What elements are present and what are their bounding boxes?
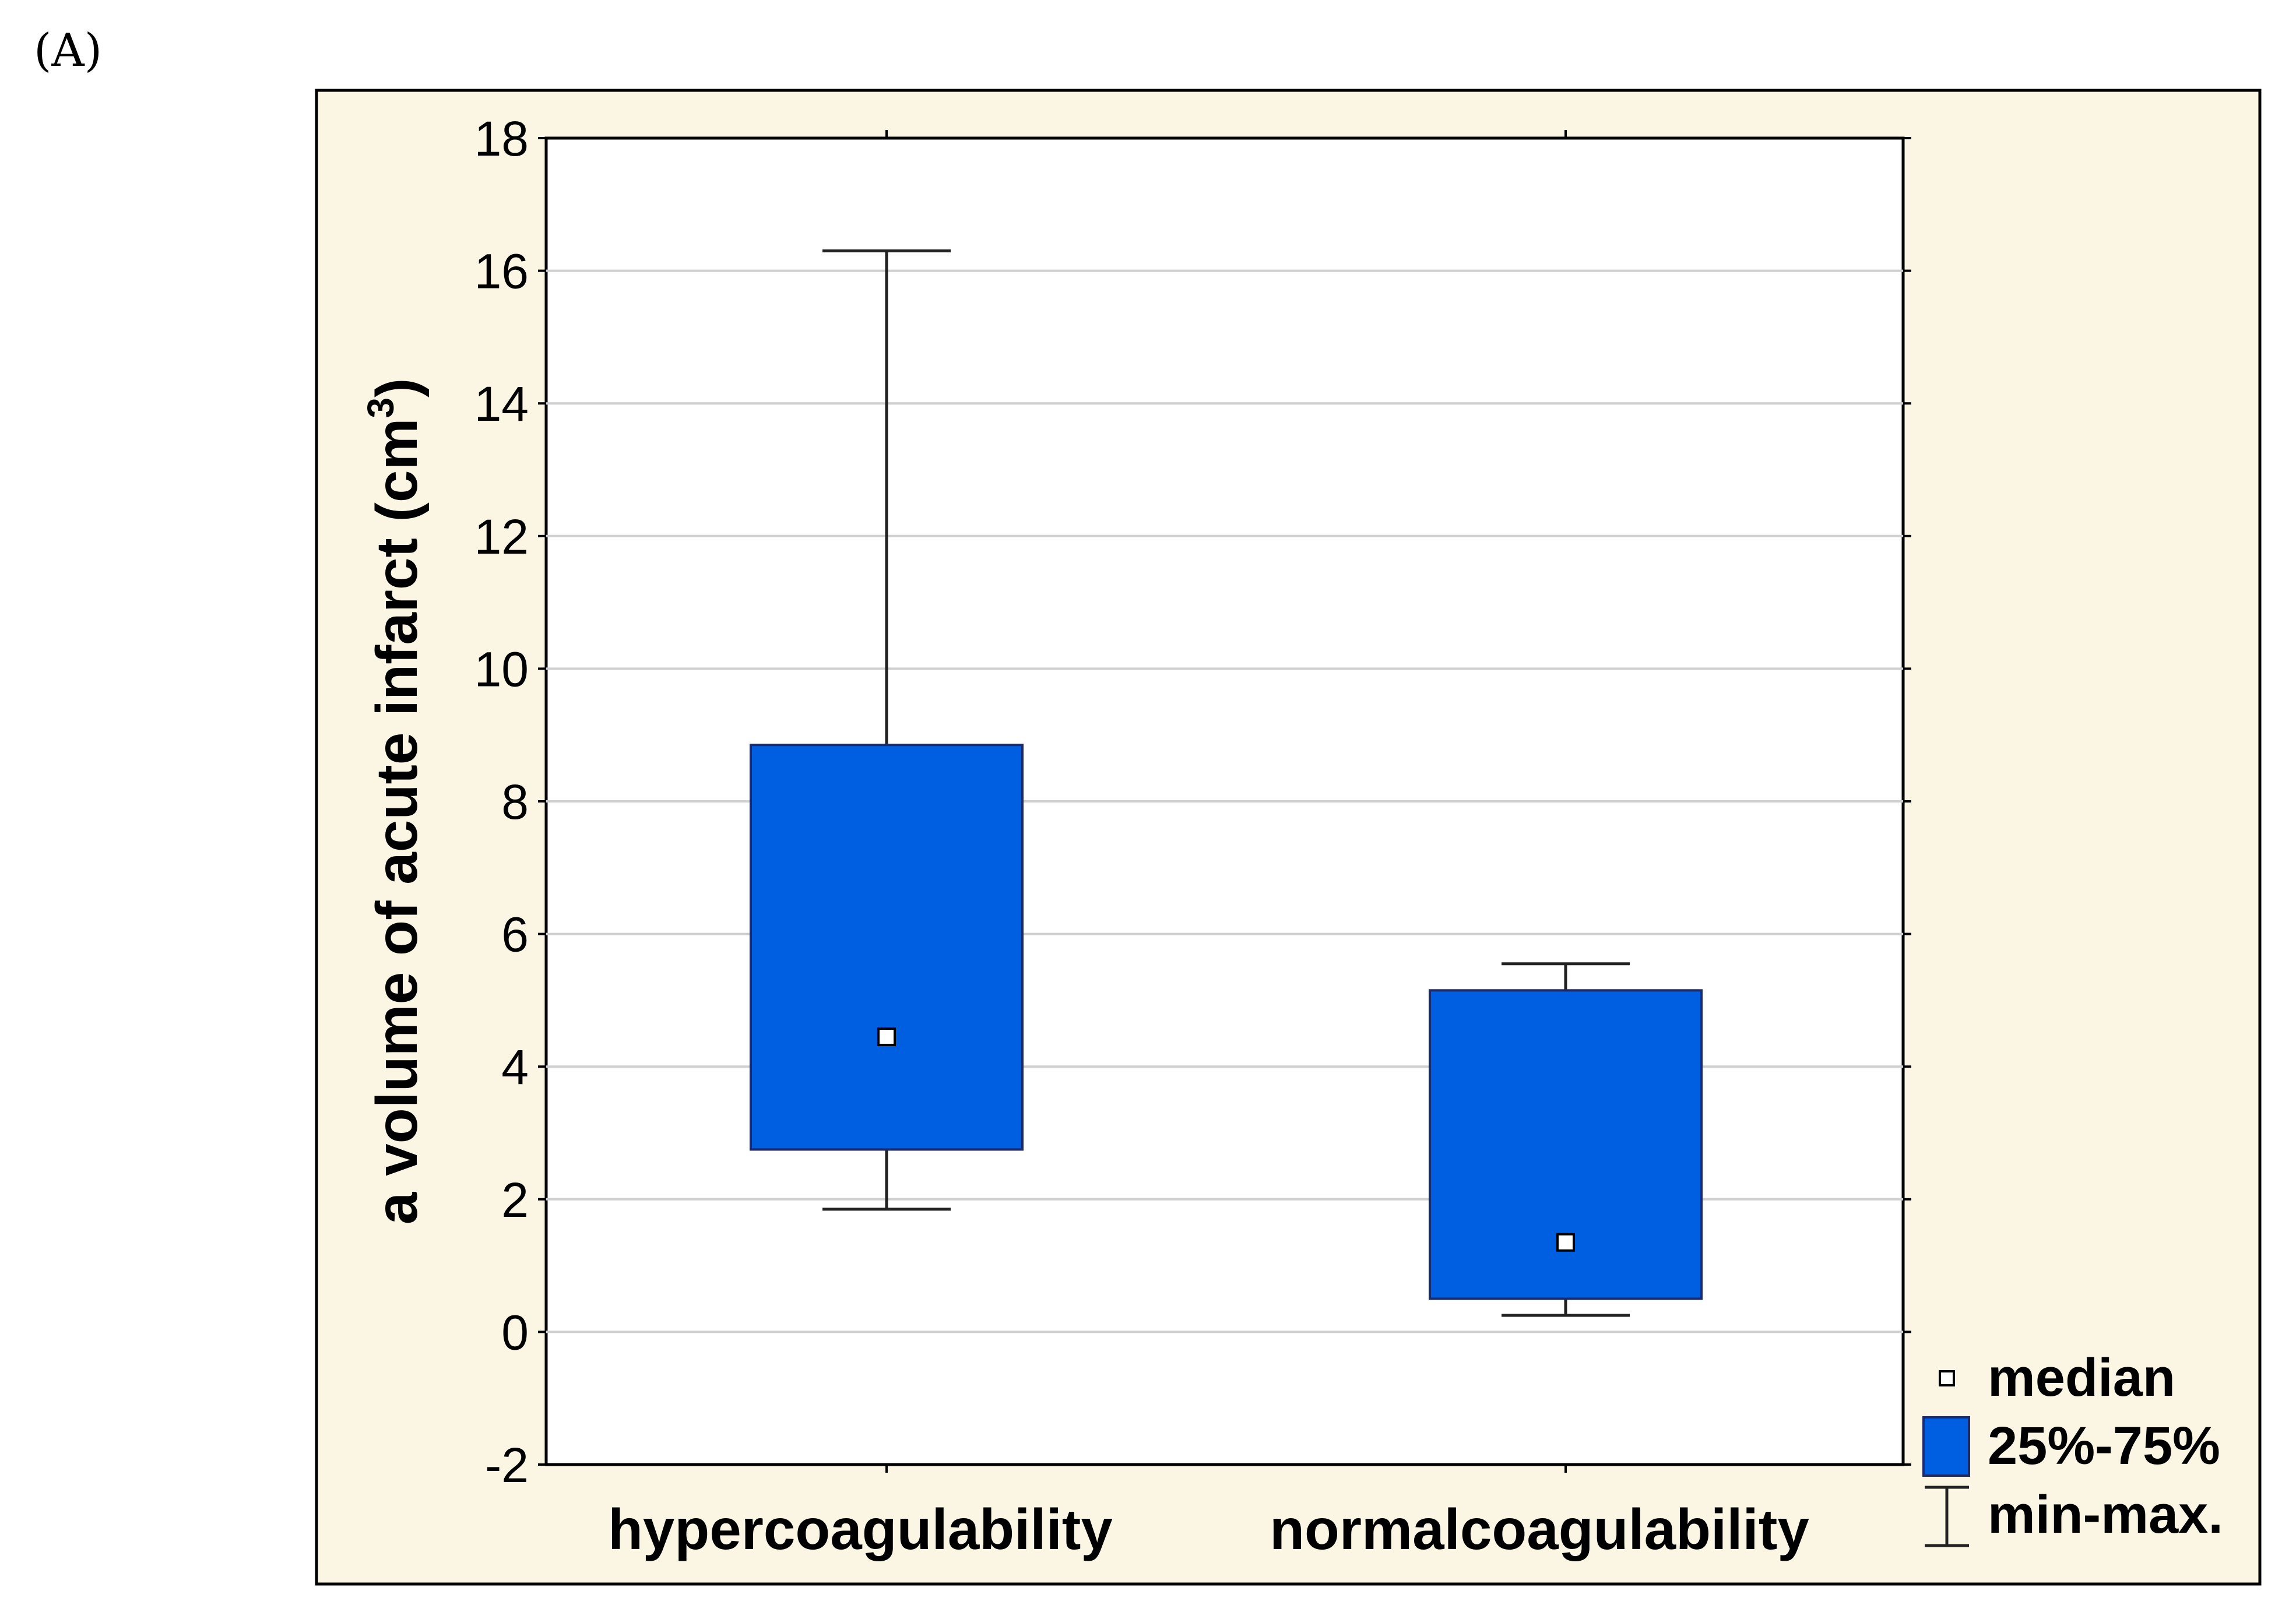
box-group [1429,962,1703,1317]
y-tick-label: 18 [474,111,529,166]
legend-box-icon [1922,1416,1970,1477]
y-tick-label: 8 [501,775,529,829]
y-tick-label: 4 [501,1040,529,1094]
legend: median 25%-75% min-max. [1922,1348,2223,1547]
y-tick-label: 12 [474,509,529,564]
y-tick-label: 2 [501,1173,529,1227]
legend-median-icon [1939,1370,1955,1386]
x-tick-label: normalcoagulability [1270,1497,1809,1561]
box-group [750,249,1024,1211]
y-tick-label: 0 [501,1305,529,1360]
y-tick-label: 6 [501,907,529,962]
y-axis: -2 0 2 4 6 8 10 12 14 16 18 [474,111,1911,1493]
y-tick-label: -2 [485,1438,529,1493]
box-iqr [1429,989,1703,1300]
panel-label: (A) [34,24,103,77]
legend-label: median [1988,1348,2175,1407]
y-axis-label-main: a volume of acute infarct (cm [364,418,430,1225]
y-tick-label: 10 [474,642,529,696]
median-marker [1556,1233,1575,1252]
x-tick-label: hypercoagulability [608,1497,1113,1561]
y-axis-label: a volume of acute infarct (cm3) [360,378,430,1225]
legend-label: min-max. [1988,1485,2223,1544]
y-axis-label-close: ) [364,378,430,397]
y-axis-label-superscript: 3 [360,397,402,418]
box-iqr [750,744,1024,1151]
y-tick-label: 14 [474,376,529,431]
x-axis: hypercoagulability normalcoagulability [608,130,1809,1561]
boxes [750,249,1703,1317]
y-tick-label: 16 [474,244,529,299]
legend-label: 25%-75% [1988,1416,2220,1476]
median-marker [877,1027,896,1046]
